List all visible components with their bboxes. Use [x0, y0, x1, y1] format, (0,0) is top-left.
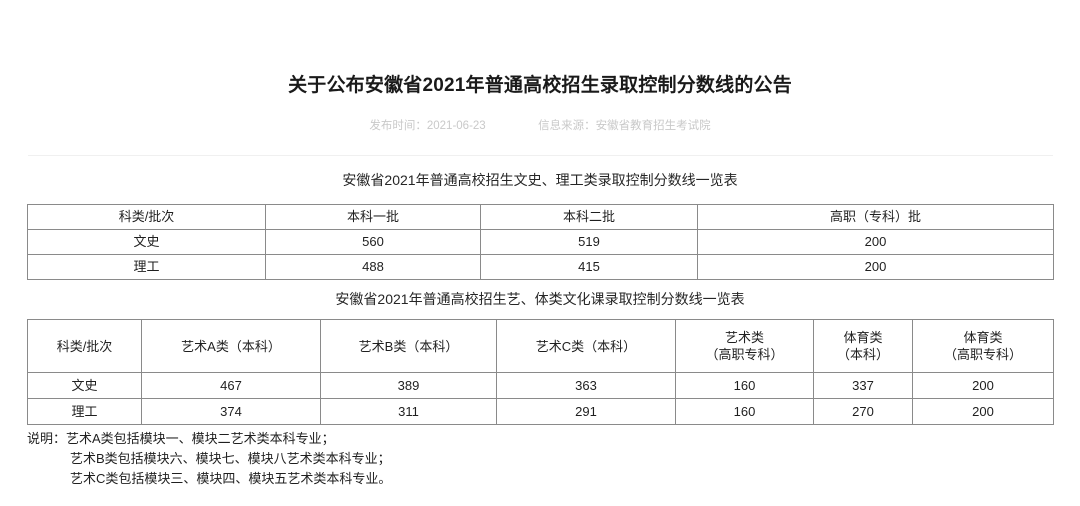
cell-value: 160: [675, 372, 814, 399]
column-header-art-a-undergrad: 艺术A类（本科）: [141, 319, 321, 373]
header-line-1: 艺术类: [724, 330, 764, 345]
column-header-sports-undergrad: 体育类 （本科）: [813, 319, 913, 373]
column-header-category: 科类/批次: [27, 319, 142, 373]
cell-value: 200: [912, 372, 1054, 399]
cell-value: 488: [265, 254, 481, 280]
table-caption-academic: 安徽省2021年普通高校招生文史、理工类录取控制分数线一览表: [342, 172, 738, 188]
row-label: 理工: [27, 254, 266, 280]
cell-value: 519: [480, 229, 698, 255]
notes-block: 说明：艺术A类包括模块一、模块二艺术类本科专业； 艺术B类包括模块六、模块七、模…: [27, 429, 391, 489]
cell-value: 200: [912, 398, 1054, 425]
column-header-undergrad-batch-2: 本科二批: [480, 204, 698, 230]
cell-value: 337: [813, 372, 913, 399]
note-line-3: 艺术C类包括模块三、模块四、模块五艺术类本科专业。: [70, 471, 392, 486]
page-title: 关于公布安徽省2021年普通高校招生录取控制分数线的公告: [288, 75, 792, 96]
cell-value: 291: [496, 398, 676, 425]
note-line-2: 艺术B类包括模块六、模块七、模块八艺术类本科专业；: [70, 451, 391, 466]
cell-value: 374: [141, 398, 321, 425]
column-header-vocational-batch: 高职（专科）批: [697, 204, 1054, 230]
information-source: 信息来源：安徽省教育招生考试院: [538, 120, 711, 132]
header-line-1: 艺术B类（本科）: [358, 338, 459, 354]
row-label: 理工: [27, 398, 142, 425]
table-row: 理工 374 311 291 160 270 200: [27, 398, 1054, 425]
document-meta: 发布时间：2021-06-23 信息来源：安徽省教育招生考试院: [0, 117, 1080, 133]
header-line-1: 艺术C类（本科）: [535, 338, 637, 354]
header-line-1: 体育类: [843, 330, 883, 345]
row-label: 文史: [27, 229, 266, 255]
table-row: 文史 467 389 363 160 337 200: [27, 372, 1054, 399]
header-line-2: （高职专科）: [943, 347, 1022, 362]
cell-value: 311: [320, 398, 497, 425]
cell-value: 270: [813, 398, 913, 425]
table-header-row: 科类/批次 艺术A类（本科） 艺术B类（本科） 艺术C类（本科） 艺术类 （高职…: [27, 319, 1054, 373]
cell-value: 389: [320, 372, 497, 399]
cell-value: 200: [697, 229, 1054, 255]
publish-time: 发布时间：2021-06-23: [369, 120, 486, 132]
table-caption-arts-sports: 安徽省2021年普通高校招生艺、体类文化课录取控制分数线一览表: [335, 291, 745, 307]
header-line-2: （高职专科）: [705, 347, 784, 362]
cell-value: 560: [265, 229, 481, 255]
table-row: 文史 560 519 200: [27, 229, 1054, 255]
column-header-category: 科类/批次: [27, 204, 266, 230]
cell-value: 160: [675, 398, 814, 425]
header-line-1: 艺术A类（本科）: [181, 338, 281, 354]
note-line-1: 说明：艺术A类包括模块一、模块二艺术类本科专业；: [27, 431, 335, 446]
header-divider: [28, 155, 1053, 156]
table-academic-score-lines: 科类/批次 本科一批 本科二批 高职（专科）批 文史 560 519 200 理…: [27, 204, 1054, 280]
table-header-row: 科类/批次 本科一批 本科二批 高职（专科）批: [27, 204, 1054, 230]
cell-value: 467: [141, 372, 321, 399]
header-line-1: 科类/批次: [56, 338, 113, 354]
table-row: 理工 488 415 200: [27, 254, 1054, 280]
cell-value: 415: [480, 254, 698, 280]
row-label: 文史: [27, 372, 142, 399]
cell-value: 363: [496, 372, 676, 399]
column-header-art-vocational: 艺术类 （高职专科）: [675, 319, 814, 373]
column-header-sports-vocational: 体育类 （高职专科）: [912, 319, 1054, 373]
column-header-art-c-undergrad: 艺术C类（本科）: [496, 319, 676, 373]
column-header-art-b-undergrad: 艺术B类（本科）: [320, 319, 497, 373]
header-line-1: 体育类: [963, 330, 1003, 345]
header-line-2: （本科）: [836, 347, 889, 362]
column-header-undergrad-batch-1: 本科一批: [265, 204, 481, 230]
cell-value: 200: [697, 254, 1054, 280]
table-arts-sports-score-lines: 科类/批次 艺术A类（本科） 艺术B类（本科） 艺术C类（本科） 艺术类 （高职…: [27, 319, 1054, 425]
